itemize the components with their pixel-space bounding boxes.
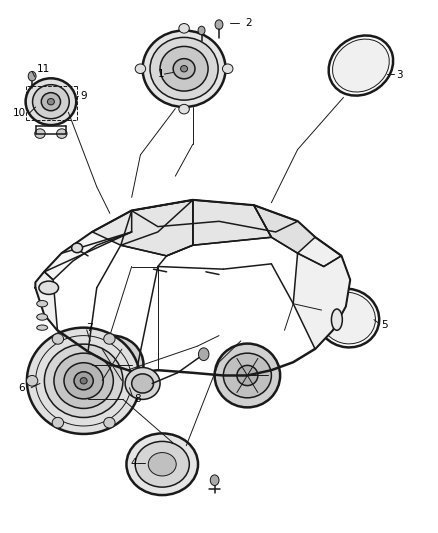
Ellipse shape (179, 23, 189, 33)
Ellipse shape (37, 314, 48, 320)
Text: 11: 11 (36, 64, 50, 74)
Polygon shape (92, 200, 193, 245)
Polygon shape (193, 200, 272, 245)
Ellipse shape (316, 289, 379, 348)
Ellipse shape (328, 36, 393, 95)
Ellipse shape (57, 129, 67, 139)
Ellipse shape (35, 129, 45, 139)
Ellipse shape (143, 30, 226, 107)
Ellipse shape (26, 375, 38, 386)
Ellipse shape (150, 37, 218, 100)
Text: 10: 10 (13, 108, 26, 118)
Text: 1: 1 (158, 69, 165, 79)
Ellipse shape (125, 368, 160, 399)
Text: 7: 7 (86, 322, 92, 333)
Text: 8: 8 (134, 394, 141, 405)
Ellipse shape (80, 377, 87, 384)
Ellipse shape (74, 372, 93, 390)
Ellipse shape (37, 325, 48, 330)
Text: 4: 4 (131, 458, 138, 468)
Ellipse shape (102, 356, 122, 374)
Ellipse shape (173, 59, 195, 79)
Ellipse shape (27, 328, 141, 434)
Text: 2: 2 (245, 18, 252, 28)
Ellipse shape (148, 453, 176, 476)
Ellipse shape (180, 66, 187, 72)
Ellipse shape (72, 243, 82, 253)
Ellipse shape (223, 64, 233, 74)
Ellipse shape (210, 475, 219, 486)
Ellipse shape (44, 344, 123, 417)
Ellipse shape (130, 375, 141, 386)
Ellipse shape (179, 104, 189, 114)
Text: 9: 9 (80, 91, 87, 101)
Ellipse shape (332, 39, 389, 92)
Polygon shape (293, 237, 350, 349)
Ellipse shape (320, 292, 375, 344)
Polygon shape (44, 211, 132, 280)
Text: 5: 5 (381, 320, 388, 330)
Ellipse shape (132, 374, 153, 393)
Polygon shape (254, 205, 341, 266)
Ellipse shape (332, 309, 343, 330)
Polygon shape (132, 200, 297, 232)
Ellipse shape (223, 353, 272, 398)
Ellipse shape (237, 366, 258, 385)
Ellipse shape (81, 336, 144, 394)
Ellipse shape (37, 301, 48, 307)
Ellipse shape (215, 344, 280, 407)
Polygon shape (35, 272, 57, 330)
Ellipse shape (198, 348, 209, 361)
Ellipse shape (89, 344, 135, 386)
Ellipse shape (64, 363, 103, 399)
Text: 3: 3 (396, 70, 403, 80)
Ellipse shape (28, 71, 36, 81)
Ellipse shape (160, 46, 208, 91)
Ellipse shape (215, 20, 223, 29)
Ellipse shape (41, 93, 60, 111)
Ellipse shape (127, 433, 198, 495)
Ellipse shape (25, 78, 76, 125)
Polygon shape (35, 200, 350, 375)
Ellipse shape (104, 334, 115, 344)
Ellipse shape (39, 281, 59, 294)
Ellipse shape (104, 417, 115, 428)
Ellipse shape (54, 353, 113, 408)
Polygon shape (121, 200, 193, 256)
Ellipse shape (198, 26, 205, 35)
Ellipse shape (135, 64, 146, 74)
Text: 6: 6 (18, 383, 25, 393)
Ellipse shape (47, 99, 54, 105)
Ellipse shape (135, 441, 189, 487)
Ellipse shape (32, 85, 69, 119)
Ellipse shape (52, 334, 64, 344)
Ellipse shape (52, 417, 64, 428)
